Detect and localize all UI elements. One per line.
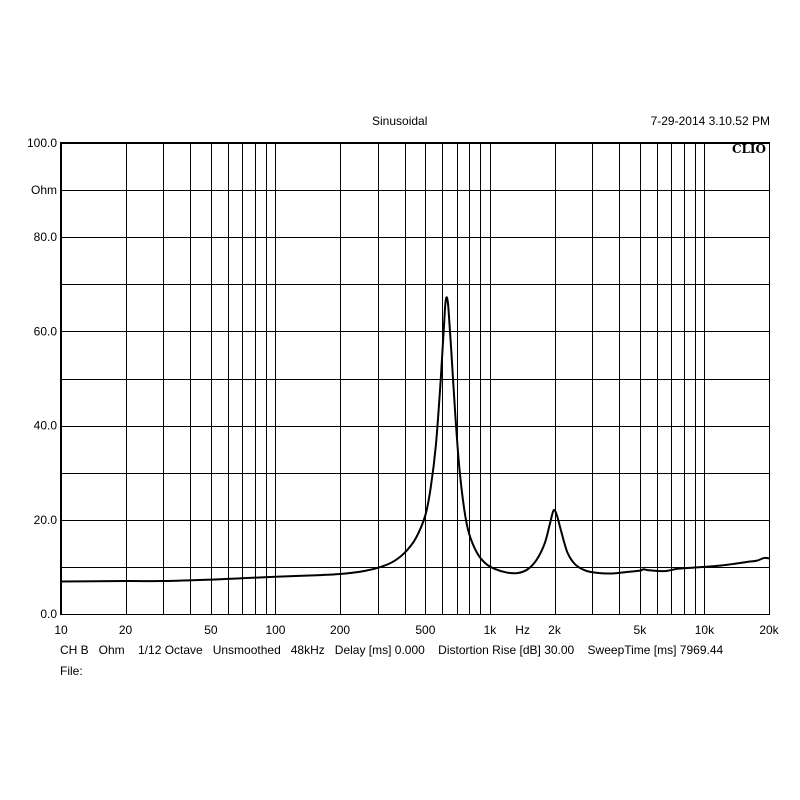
file-label: File: — [60, 664, 83, 678]
x-tick-label: 200 — [330, 623, 350, 637]
x-tick-label: 10k — [695, 623, 715, 637]
impedance-curve — [60, 296, 770, 583]
plot-frame — [60, 142, 770, 615]
x-tick-label: 5k — [634, 623, 648, 637]
y-tick-label: 80.0 — [34, 230, 58, 244]
x-tick-label: 10 — [54, 623, 68, 637]
timestamp: 7-29-2014 3.10.52 PM — [650, 114, 770, 128]
chart-title: Sinusoidal — [372, 114, 428, 128]
x-tick-labels: 10 20 50 100 200 500 1k 2k 5k 10k 20k Hz — [54, 623, 779, 637]
x-tick-label: 100 — [265, 623, 285, 637]
y-tick-labels: 100.0 80.0 60.0 40.0 20.0 0.0 Ohm — [27, 136, 57, 621]
y-axis-unit: Ohm — [31, 183, 57, 197]
measurement-settings: CH B Ohm 1/12 Octave Unsmoothed 48kHz De… — [60, 643, 724, 657]
x-tick-label: 20k — [759, 623, 779, 637]
y-tick-label: 100.0 — [27, 136, 57, 150]
x-tick-label: 50 — [204, 623, 218, 637]
x-tick-label: 1k — [484, 623, 498, 637]
brand-logo: CLIO — [732, 142, 766, 156]
y-tick-label: 20.0 — [34, 513, 58, 527]
x-tick-label: 20 — [119, 623, 133, 637]
x-axis-unit: Hz — [515, 623, 530, 637]
y-tick-label: 60.0 — [34, 324, 58, 338]
grid-lines — [61, 143, 770, 615]
x-tick-label: 2k — [548, 623, 562, 637]
y-tick-label: 0.0 — [40, 607, 57, 621]
x-tick-label: 500 — [415, 623, 435, 637]
y-tick-label: 40.0 — [34, 419, 58, 433]
